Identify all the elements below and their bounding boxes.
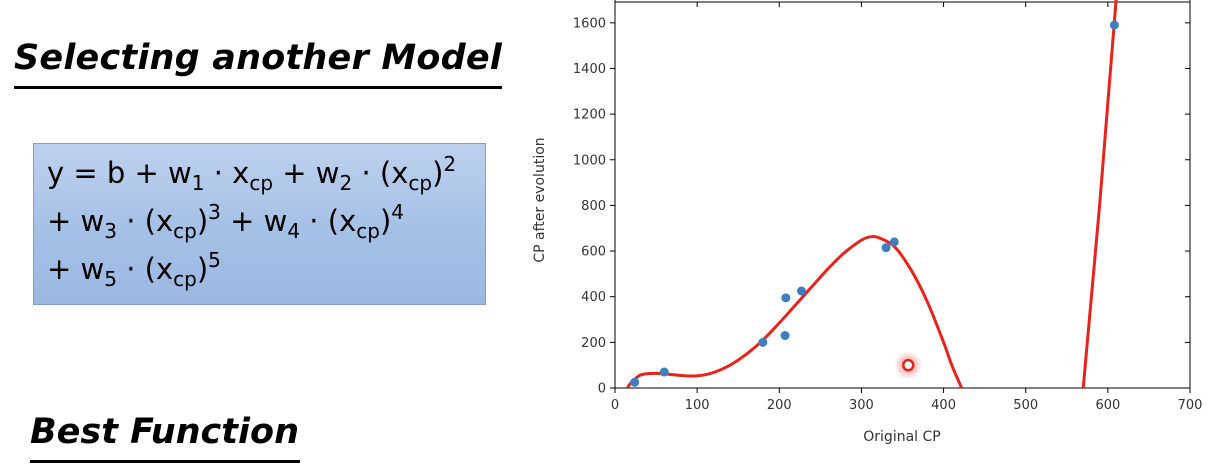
x-axis-label: Original CP — [863, 429, 940, 445]
formula-text: + w — [47, 204, 105, 238]
heading-selecting-model: Selecting another Model — [14, 38, 502, 78]
formula-subscript: cp — [356, 219, 380, 243]
formula-line-1: y = b + w1 · xcp + w2 · (xcp)2 — [47, 154, 456, 193]
y-tick-label: 1200 — [573, 108, 606, 123]
heading-underline — [30, 460, 300, 463]
formula-subscript: 3 — [104, 219, 117, 243]
fit-curve-right — [1081, 0, 1118, 388]
heading-best-function: Best Function — [30, 412, 299, 452]
y-tick-label: 600 — [581, 245, 606, 260]
formula-text: · (x — [116, 204, 174, 238]
y-tick-label: 1400 — [573, 62, 606, 77]
x-tick-label: 100 — [685, 398, 710, 413]
formula-subscript: 2 — [339, 171, 353, 195]
data-point — [889, 237, 899, 247]
formula-subscript: cp — [173, 219, 197, 243]
data-point — [630, 377, 640, 387]
formula-exponent: 5 — [208, 248, 221, 272]
data-point — [781, 293, 791, 303]
formula-subscript: 4 — [287, 219, 301, 243]
formula-exponent: 4 — [391, 200, 404, 224]
cp-chart: 0 100 200 300 400 500 600 700 0 200 400 600 800 1000 1… — [532, 0, 1203, 445]
x-tick-label: 200 — [767, 398, 792, 413]
y-tick-label: 400 — [581, 290, 606, 305]
y-tick-label: 200 — [581, 336, 606, 351]
plot-area — [626, 0, 1119, 388]
fit-curve — [626, 234, 963, 388]
data-point — [796, 286, 806, 296]
formula-text: · x — [204, 156, 250, 190]
x-tick-label: 500 — [1013, 398, 1038, 413]
formula-text: ) — [379, 204, 392, 238]
data-point — [1109, 20, 1119, 30]
y-tick-label: 800 — [581, 199, 606, 214]
formula-subscript: cp — [408, 171, 433, 195]
formula-line-2: + w3 · (xcp)3 + w4 · (xcp)4 — [47, 202, 404, 241]
formula-text: + w — [220, 204, 288, 238]
formula-text: ) — [196, 252, 209, 286]
formula-text: · (x — [352, 156, 409, 190]
formula-exponent: 3 — [208, 200, 221, 224]
formula-subscript: 5 — [104, 267, 117, 291]
data-point — [780, 331, 790, 341]
formula-box: y = b + w1 · xcp + w2 · (xcp)2 + w3 · (x… — [33, 143, 486, 305]
data-point — [881, 243, 891, 253]
data-point — [659, 367, 669, 377]
formula-text: · (x — [300, 204, 357, 238]
formula-text: ) — [196, 204, 209, 238]
axes: 0 100 200 300 400 500 600 700 0 200 400 600 800 1000 1… — [573, 0, 1203, 413]
x-tick-label: 700 — [1178, 398, 1203, 413]
y-tick-label: 0 — [598, 382, 606, 397]
x-tick-label: 600 — [1095, 398, 1120, 413]
formula-subscript: cp — [173, 267, 197, 291]
formula-subscript: cp — [249, 171, 274, 195]
y-tick-label: 1000 — [573, 153, 606, 168]
formula-text: ) — [432, 156, 444, 190]
formula-text: · (x — [116, 252, 174, 286]
formula-exponent: 2 — [443, 152, 457, 176]
heading-underline — [14, 86, 502, 89]
formula-subscript: 1 — [191, 171, 205, 195]
y-tick-label: 1600 — [573, 16, 606, 31]
x-tick-label: 0 — [611, 398, 619, 413]
formula-text: + w — [273, 156, 340, 190]
highlight-point — [902, 358, 915, 372]
formula-text: + w — [47, 252, 105, 286]
y-axis-label: CP after evolution — [532, 137, 548, 262]
x-tick-label: 300 — [849, 398, 874, 413]
data-point — [758, 337, 768, 347]
formula-line-3: + w5 · (xcp)5 — [47, 250, 221, 289]
x-tick-label: 400 — [931, 398, 956, 413]
formula-text: y = b + w — [47, 156, 192, 190]
